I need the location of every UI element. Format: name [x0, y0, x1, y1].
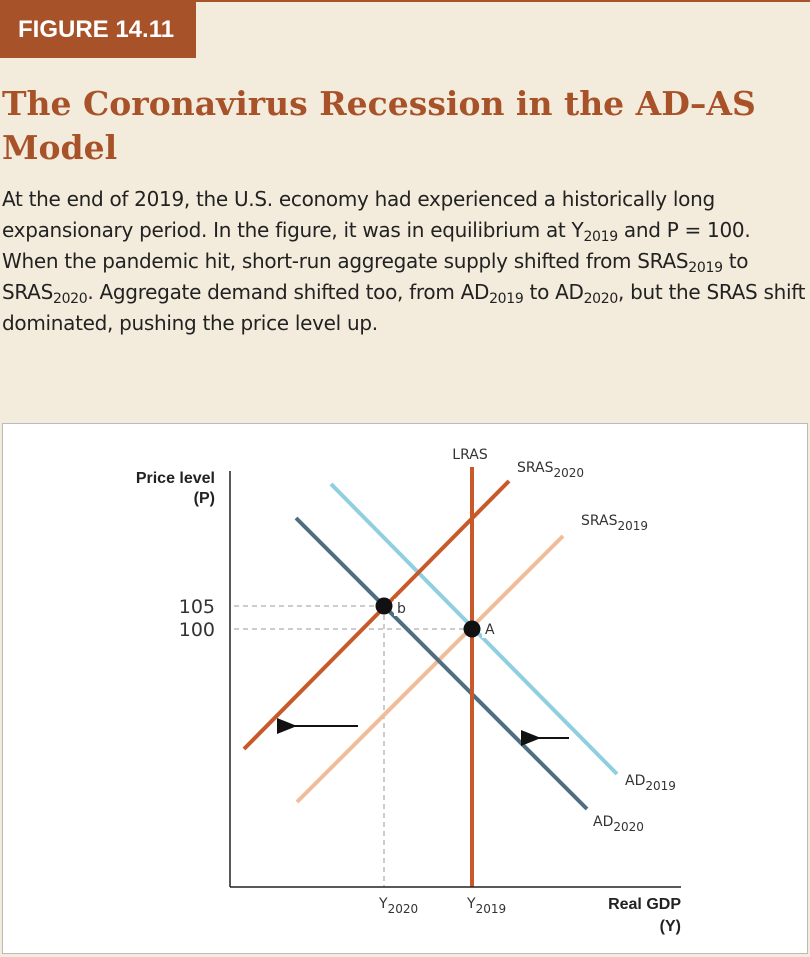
- caption-subscript: 2019: [489, 291, 524, 307]
- caption-text: , but the SRAS shift dominated, pushing …: [2, 280, 806, 335]
- caption-text: to SRAS: [2, 249, 749, 304]
- x-axis-label: Real GDP: [608, 896, 681, 913]
- price-tick-105: 105: [179, 596, 215, 618]
- output-tick-y2019: Y2019: [466, 896, 506, 916]
- y-axis-label: Price level: [136, 470, 215, 487]
- caption-text: At the end of 2019, the U.S. economy had…: [2, 187, 715, 242]
- caption-text: and P = 100. When the pandemic hit, shor…: [2, 218, 751, 273]
- output-tick-y2020: Y2020: [378, 896, 418, 916]
- figure-title: The Coronavirus Recession in the AD–AS M…: [2, 84, 756, 167]
- caption-text: . Aggregate demand shifted too, from AD: [87, 280, 490, 304]
- caption-subscript: 2019: [583, 229, 618, 245]
- caption-subscript: 2020: [583, 291, 619, 307]
- y-axis-symbol: (P): [194, 490, 215, 507]
- equilibrium-point-b: [375, 597, 393, 615]
- figure-label: FIGURE 14.11: [0, 2, 196, 58]
- price-tick-100: 100: [179, 619, 215, 641]
- sras-2020-curve: [242, 479, 511, 751]
- top-rule: [0, 0, 810, 2]
- sras-2019-label: SRAS2019: [581, 513, 648, 533]
- equilibrium-point-a: [463, 620, 481, 638]
- sras-2019-curve: [295, 534, 565, 804]
- ad-2020-label: AD2020: [593, 814, 644, 834]
- point-b-label-bg: [394, 599, 407, 616]
- x-axis-symbol: (Y): [660, 918, 681, 935]
- ad-2020-curve: [294, 516, 589, 811]
- figure-caption: At the end of 2019, the U.S. economy had…: [2, 184, 808, 339]
- ad-2019-label: AD2019: [625, 773, 676, 793]
- sras-2020-label: SRAS2020: [517, 460, 584, 480]
- point-a-label-bg: [482, 621, 497, 638]
- caption-subscript: 2019: [688, 260, 723, 276]
- caption-text: to AD: [523, 280, 584, 304]
- caption-subscript: 2020: [52, 291, 88, 307]
- point-b-label: b: [397, 601, 406, 617]
- lras-label: LRAS: [452, 447, 488, 463]
- diagram-panel: b A Price level (P) Real GDP (Y) 105 100…: [2, 423, 808, 954]
- point-a-label: A: [485, 622, 495, 638]
